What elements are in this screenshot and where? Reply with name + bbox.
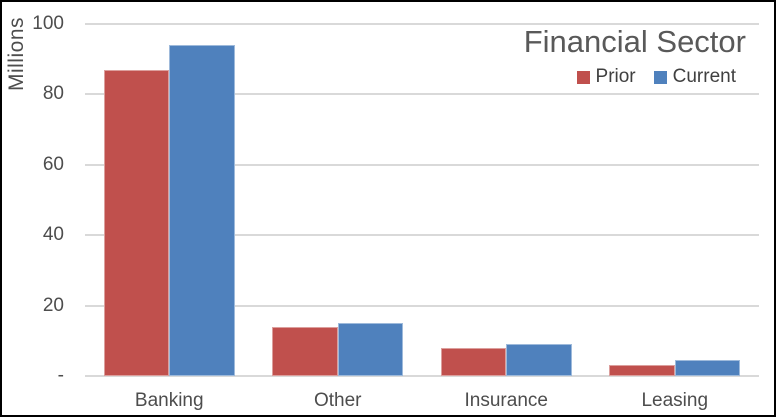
bar-current-insurance xyxy=(506,344,572,376)
x-tick-label-other: Other xyxy=(313,390,362,411)
gridline-80 xyxy=(85,93,759,96)
gridline-20 xyxy=(85,304,759,307)
legend-label: Current xyxy=(672,66,736,87)
bar-prior-other xyxy=(272,326,338,376)
legend-marker-current-icon xyxy=(653,70,667,84)
x-tick-label-leasing: Leasing xyxy=(641,390,709,411)
y-tick-label-40: 40 xyxy=(42,224,64,246)
bar-prior-leasing xyxy=(609,365,675,376)
gridline-60 xyxy=(85,163,759,166)
gridline-100 xyxy=(85,23,759,25)
bar-current-leasing xyxy=(674,360,741,376)
legend-item-prior: Prior xyxy=(576,66,636,88)
bar-current-other xyxy=(337,323,404,376)
y-tick-label-100: 100 xyxy=(32,13,64,34)
x-tick-label-insurance: Insurance xyxy=(464,390,548,411)
legend-label: Prior xyxy=(595,66,636,87)
legend: Prior Current xyxy=(576,66,736,88)
y-tick-label-80: 80 xyxy=(42,83,64,105)
chart-title: Financial Sector xyxy=(523,24,746,59)
gridline-40 xyxy=(85,234,759,237)
gridline-0 xyxy=(85,375,759,377)
y-tick-label-20: 20 xyxy=(42,294,64,316)
legend-marker-prior-icon xyxy=(576,70,590,84)
bar-prior-insurance xyxy=(440,347,507,376)
y-tick-label-60: 60 xyxy=(42,153,64,175)
bar-prior-banking xyxy=(103,69,170,376)
y-tick-label-0: - xyxy=(57,365,64,386)
x-tick-label-banking: Banking xyxy=(134,390,204,411)
bar-current-banking xyxy=(169,45,235,376)
legend-item-current: Current xyxy=(653,66,736,88)
